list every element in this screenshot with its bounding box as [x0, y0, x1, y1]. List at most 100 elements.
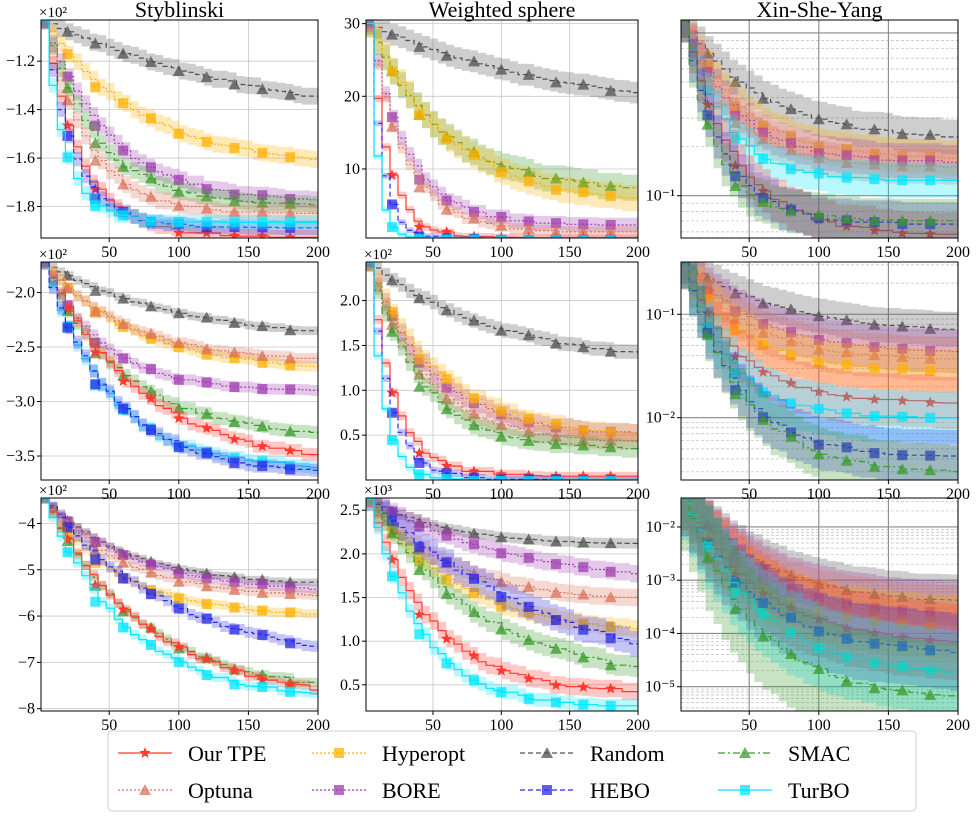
- data-point: [729, 568, 741, 580]
- series-optuna: [366, 20, 638, 238]
- legend-label: Random: [590, 741, 665, 766]
- y-tick-label: −1.4: [6, 102, 35, 119]
- data-point: [145, 216, 156, 227]
- data-point: [868, 318, 881, 330]
- series-our_tpe: [681, 262, 958, 430]
- data-point: [172, 199, 185, 211]
- data-point: [841, 442, 852, 453]
- data-point: [386, 506, 397, 517]
- data-point: [924, 128, 937, 140]
- data-point: [468, 234, 479, 238]
- data-point: [869, 174, 880, 185]
- data-point: [200, 190, 213, 202]
- data-point: [522, 166, 535, 178]
- y-tick-label: 0.5: [340, 677, 360, 694]
- series-group: [41, 262, 318, 477]
- data-point: [729, 603, 742, 615]
- panel-r1c2: 10 20 30 50 100 150 200: [344, 16, 650, 261]
- data-point: [467, 419, 480, 431]
- legend-entry-random: Random: [520, 741, 665, 766]
- legend-marker: [334, 785, 344, 795]
- axes-frame: [365, 497, 639, 712]
- data-point: [145, 639, 156, 650]
- y-tick-label: −6: [18, 608, 35, 625]
- legend-marker: [139, 784, 151, 795]
- data-point: [605, 191, 616, 202]
- x-tick-label: 100: [167, 244, 191, 261]
- data-point: [869, 658, 880, 669]
- data-point: [604, 345, 617, 357]
- y-tick-label: 10⁻³: [646, 572, 675, 589]
- series-optuna: [41, 262, 318, 365]
- data-point: [701, 71, 714, 83]
- data-point: [441, 382, 452, 393]
- data-point: [441, 468, 452, 479]
- data-point: [201, 599, 212, 610]
- data-point: [440, 403, 453, 415]
- data-point: [257, 629, 268, 640]
- data-point: [414, 457, 425, 468]
- y-tick-label: −5: [18, 562, 35, 579]
- series-smac: [366, 262, 638, 458]
- data-point: [577, 176, 590, 188]
- confidence-band: [41, 20, 318, 222]
- data-point: [89, 305, 102, 317]
- x-tick-label: 150: [558, 244, 582, 261]
- data-point: [495, 324, 508, 336]
- data-point: [924, 610, 937, 622]
- data-point: [924, 352, 937, 364]
- data-point: [841, 337, 852, 348]
- confidence-band: [366, 498, 638, 583]
- data-point: [605, 633, 616, 644]
- data-point: [118, 403, 129, 414]
- data-point: [386, 307, 397, 318]
- data-point: [257, 579, 268, 590]
- data-point: [90, 201, 101, 212]
- data-point: [813, 643, 824, 654]
- legend-box: [107, 730, 917, 812]
- data-point: [813, 168, 824, 179]
- data-point: [285, 464, 296, 475]
- data-point: [145, 364, 156, 375]
- series-random: [41, 20, 318, 107]
- data-point: [702, 110, 713, 121]
- data-point: [172, 575, 185, 587]
- series-our_tpe: [41, 498, 318, 695]
- data-point: [896, 214, 909, 226]
- confidence-band: [681, 498, 958, 660]
- data-point: [468, 149, 479, 160]
- data-point: [385, 318, 398, 330]
- axis-multiplier: ×10²: [364, 247, 392, 263]
- x-tick-label: 150: [236, 486, 260, 503]
- series-line: [366, 498, 638, 575]
- data-point: [62, 130, 73, 141]
- data-point: [730, 101, 741, 112]
- data-point: [413, 292, 426, 304]
- data-point: [256, 196, 269, 208]
- data-point: [495, 575, 508, 587]
- data-point: [89, 284, 102, 296]
- data-point: [228, 78, 241, 90]
- panel-r2c1: −2.0 −2.5 −3.0 −3.5 50 100 150 200 ×10²: [6, 247, 330, 503]
- data-point: [228, 316, 241, 328]
- data-point: [117, 603, 129, 615]
- data-point: [868, 214, 881, 226]
- legend-entry-bore: BORE: [312, 778, 441, 803]
- confidence-band: [41, 262, 318, 462]
- data-point: [729, 544, 742, 556]
- x-tick-label: 150: [876, 244, 900, 261]
- data-point: [522, 580, 535, 592]
- data-point: [840, 118, 853, 130]
- series-line: [366, 23, 638, 94]
- confidence-band: [681, 262, 958, 430]
- data-point: [925, 345, 936, 356]
- data-point: [413, 181, 426, 193]
- series-group: [41, 498, 318, 699]
- data-point: [172, 336, 185, 348]
- series-group: [681, 262, 958, 480]
- data-point: [577, 225, 590, 237]
- data-point: [869, 362, 880, 373]
- data-point: [868, 588, 881, 600]
- data-point: [89, 544, 102, 556]
- data-point: [284, 352, 297, 364]
